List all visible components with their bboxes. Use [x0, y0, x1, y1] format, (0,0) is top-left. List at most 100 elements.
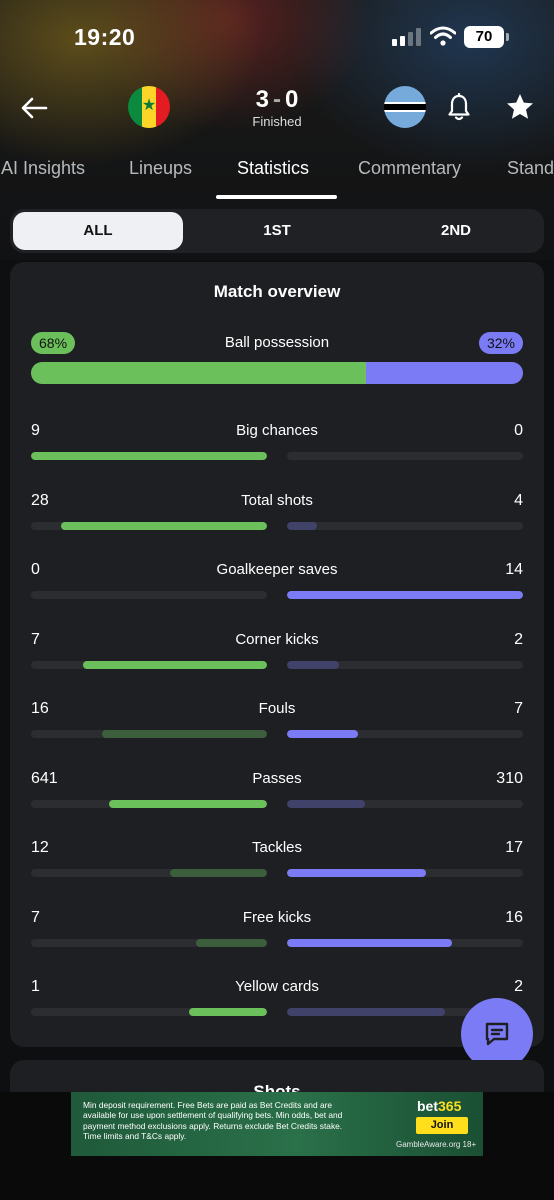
stat-away-fill [287, 730, 358, 738]
back-arrow-icon[interactable] [18, 92, 50, 124]
period-2nd[interactable]: 2ND [440, 222, 471, 239]
stat-away-track [287, 452, 523, 460]
home-score: 3 [255, 86, 269, 113]
stat-row: 1 Yellow cards 2 [31, 978, 523, 1018]
tab-statistics[interactable]: Statistics [237, 158, 310, 178]
period-all[interactable]: ALL [13, 212, 183, 250]
battery-cap [506, 33, 509, 41]
stat-home-track [31, 799, 267, 808]
stat-home-value: 7 [31, 630, 40, 648]
tab-lineups[interactable]: Lineups [129, 158, 193, 178]
stat-home-value: 641 [31, 769, 58, 787]
tab-ai-insights[interactable]: AI Insights [1, 158, 86, 178]
ad-footer: GambleAware.org 18+ [396, 1140, 477, 1149]
away-score: 0 [285, 86, 299, 113]
stat-away-value: 310 [496, 769, 523, 787]
stat-away-value: 2 [514, 978, 523, 995]
stat-home-fill [108, 799, 267, 808]
stat-home-value: 0 [31, 561, 40, 578]
score-separator: - [273, 86, 281, 113]
stat-home-value: 16 [31, 700, 49, 717]
stat-row: 16 Fouls 7 [31, 700, 523, 740]
ad-banner[interactable]: Min deposit requirement. Free Bets are p… [71, 1092, 483, 1156]
chat-bubble-icon [485, 1022, 509, 1046]
stat-away-track [287, 1008, 523, 1016]
away-possession-badge: 32% [478, 332, 523, 354]
notification-bell-icon[interactable] [446, 93, 472, 121]
period-1st[interactable]: 1ST [263, 222, 291, 239]
stat-row: 28 Total shots 4 [31, 492, 523, 532]
stat-row: 12 Tackles 17 [31, 839, 523, 879]
stat-home-track [31, 660, 267, 669]
period-selector: ALL 1ST 2ND [10, 209, 544, 253]
tab-commentary[interactable]: Commentary [358, 158, 462, 178]
status-bar: 19:20 70 [0, 0, 554, 72]
stat-away-track [287, 869, 523, 877]
stat-away-value: 0 [514, 422, 523, 439]
tab-standings[interactable]: Standings [507, 158, 554, 178]
possession-home-fill [31, 362, 366, 384]
stat-home-fill [189, 1008, 267, 1016]
stat-home-track [31, 938, 267, 947]
stat-away-value: 16 [505, 908, 523, 926]
ad-join-button[interactable]: Join [416, 1117, 468, 1134]
stat-away-track [287, 730, 523, 738]
cellular-signal-icon [392, 28, 422, 46]
home-team-flag[interactable]: ★ [128, 86, 170, 128]
tab-bar: AI Insights Lineups Statistics Commentar… [0, 150, 554, 200]
away-team-flag[interactable] [384, 86, 426, 128]
stat-home-track [31, 730, 267, 738]
stat-away-fill [287, 660, 339, 669]
possession-away-fill [365, 362, 523, 384]
ad-disclaimer: Min deposit requirement. Free Bets are p… [83, 1100, 343, 1142]
stat-home-value: 1 [31, 978, 40, 995]
match-overview-card: Match overview 68% Ball possession 32% 9… [10, 262, 544, 1047]
stat-home-fill [196, 938, 267, 947]
stat-label: Total shots [241, 491, 313, 509]
stat-away-fill [287, 521, 317, 530]
stat-away-fill [287, 938, 453, 947]
stat-label: Free kicks [242, 908, 312, 926]
possession-label: Ball possession [224, 334, 330, 351]
stat-home-fill [101, 730, 267, 738]
favorite-star-icon[interactable] [505, 92, 535, 122]
stat-away-fill [287, 591, 523, 599]
stat-label: Corner kicks [235, 630, 319, 648]
stat-home-track [31, 591, 267, 599]
stat-away-track [287, 938, 523, 947]
stat-away-fill [287, 869, 427, 877]
stat-away-value: 17 [505, 839, 523, 856]
stat-label: Fouls [258, 700, 296, 717]
ad-brand-logo: bet365 [417, 1098, 462, 1114]
stat-row: 7 Corner kicks 2 [31, 631, 523, 671]
stat-home-value: 7 [31, 908, 40, 926]
stat-row: 9 Big chances 0 [31, 422, 523, 462]
stat-away-track [287, 521, 523, 530]
card-title: Match overview [213, 282, 341, 301]
stat-away-track [287, 660, 523, 669]
stat-away-value: 7 [514, 700, 523, 717]
stat-home-fill [170, 869, 267, 877]
chat-button[interactable] [461, 998, 533, 1070]
stat-row: 7 Free kicks 16 [31, 909, 523, 949]
stat-home-fill [82, 660, 267, 669]
active-tab-indicator [216, 195, 337, 199]
stat-label: Yellow cards [235, 978, 319, 995]
match-status: Finished [252, 114, 302, 129]
wifi-icon [430, 26, 456, 46]
possession-bar [31, 362, 523, 384]
stat-home-fill [60, 521, 267, 530]
stat-away-value: 2 [514, 630, 523, 648]
stat-label: Big chances [236, 422, 318, 439]
stat-row: 0 Goalkeeper saves 14 [31, 561, 523, 601]
match-score: 3-0 [227, 86, 327, 114]
stat-home-track [31, 1008, 267, 1016]
stat-home-fill [31, 452, 267, 460]
stat-home-value: 12 [31, 839, 49, 856]
stat-row: 641 Passes 310 [31, 770, 523, 810]
stat-away-fill [287, 1008, 446, 1016]
status-time: 19:20 [74, 24, 136, 50]
stat-away-fill [287, 799, 365, 808]
stat-label: Passes [252, 769, 302, 787]
stat-home-track [31, 452, 267, 460]
